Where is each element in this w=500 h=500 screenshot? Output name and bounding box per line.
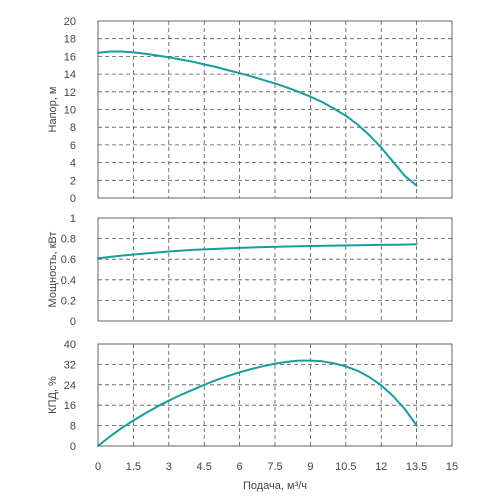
x-tick-label: 15 bbox=[446, 461, 458, 473]
power-y-tick-label: 0 bbox=[70, 316, 76, 328]
x-tick-label: 1.5 bbox=[126, 461, 141, 473]
power-y-tick-label: 0.8 bbox=[61, 234, 76, 246]
power-panel: 0 0.2 0.4 0.6 0.8 1 Мощность, кВт bbox=[47, 213, 453, 328]
head-y-tick-label: 16 bbox=[64, 51, 76, 63]
head-y-tick-label: 2 bbox=[70, 175, 76, 187]
power-y-tick-label: 0.4 bbox=[61, 275, 76, 287]
x-tick-label: 6 bbox=[237, 461, 243, 473]
efficiency-y-tick-label: 32 bbox=[64, 359, 76, 371]
head-curve-line bbox=[97, 50, 418, 187]
efficiency-plot-frame bbox=[97, 343, 453, 447]
efficiency-y-axis-title: КПД, % bbox=[47, 376, 59, 414]
x-tick-label: 0 bbox=[95, 461, 101, 473]
head-y-tick-label: 14 bbox=[64, 69, 76, 81]
efficiency-panel: 0 8 16 24 32 40 0 1.5 3 4.5 6 7.5 9 10.5 12 13.5 15 КПД, … bbox=[47, 339, 458, 492]
head-y-tick-label: 18 bbox=[64, 34, 76, 46]
head-y-tick-label: 6 bbox=[70, 140, 76, 152]
x-tick-label: 9 bbox=[307, 461, 313, 473]
x-tick-label: 13.5 bbox=[406, 461, 427, 473]
power-y-tick-label: 0.2 bbox=[61, 295, 76, 307]
x-axis-title: Подача, м³/ч bbox=[243, 480, 307, 492]
head-y-tick-label: 10 bbox=[64, 105, 76, 117]
efficiency-y-tick-label: 40 bbox=[64, 339, 76, 351]
x-tick-label: 4.5 bbox=[197, 461, 212, 473]
x-tick-label: 12 bbox=[375, 461, 387, 473]
head-y-tick-label: 4 bbox=[70, 158, 76, 170]
head-y-axis-title: Напор, м bbox=[47, 87, 59, 133]
head-y-tick-label: 12 bbox=[64, 87, 76, 99]
x-tick-label: 10.5 bbox=[335, 461, 356, 473]
power-curve-line bbox=[97, 243, 418, 260]
x-tick-label: 3 bbox=[166, 461, 172, 473]
efficiency-y-tick-label: 8 bbox=[70, 421, 76, 433]
head-plot-frame bbox=[97, 20, 453, 199]
power-y-tick-label: 1 bbox=[70, 213, 76, 225]
power-plot-frame bbox=[97, 217, 453, 322]
head-y-tick-label: 8 bbox=[70, 122, 76, 134]
head-y-tick-label: 0 bbox=[70, 193, 76, 205]
efficiency-y-tick-label: 24 bbox=[64, 380, 76, 392]
efficiency-curve-line bbox=[97, 359, 418, 447]
power-y-tick-label: 0.6 bbox=[61, 254, 76, 266]
power-y-axis-title: Мощность, кВт bbox=[47, 232, 59, 308]
head-y-tick-label: 20 bbox=[64, 16, 76, 28]
efficiency-y-tick-label: 16 bbox=[64, 400, 76, 412]
efficiency-y-tick-label: 0 bbox=[70, 441, 76, 453]
x-tick-label: 7.5 bbox=[267, 461, 282, 473]
head-panel: 0 2 4 6 8 10 12 14 16 18 20 Напор, м bbox=[47, 16, 453, 205]
